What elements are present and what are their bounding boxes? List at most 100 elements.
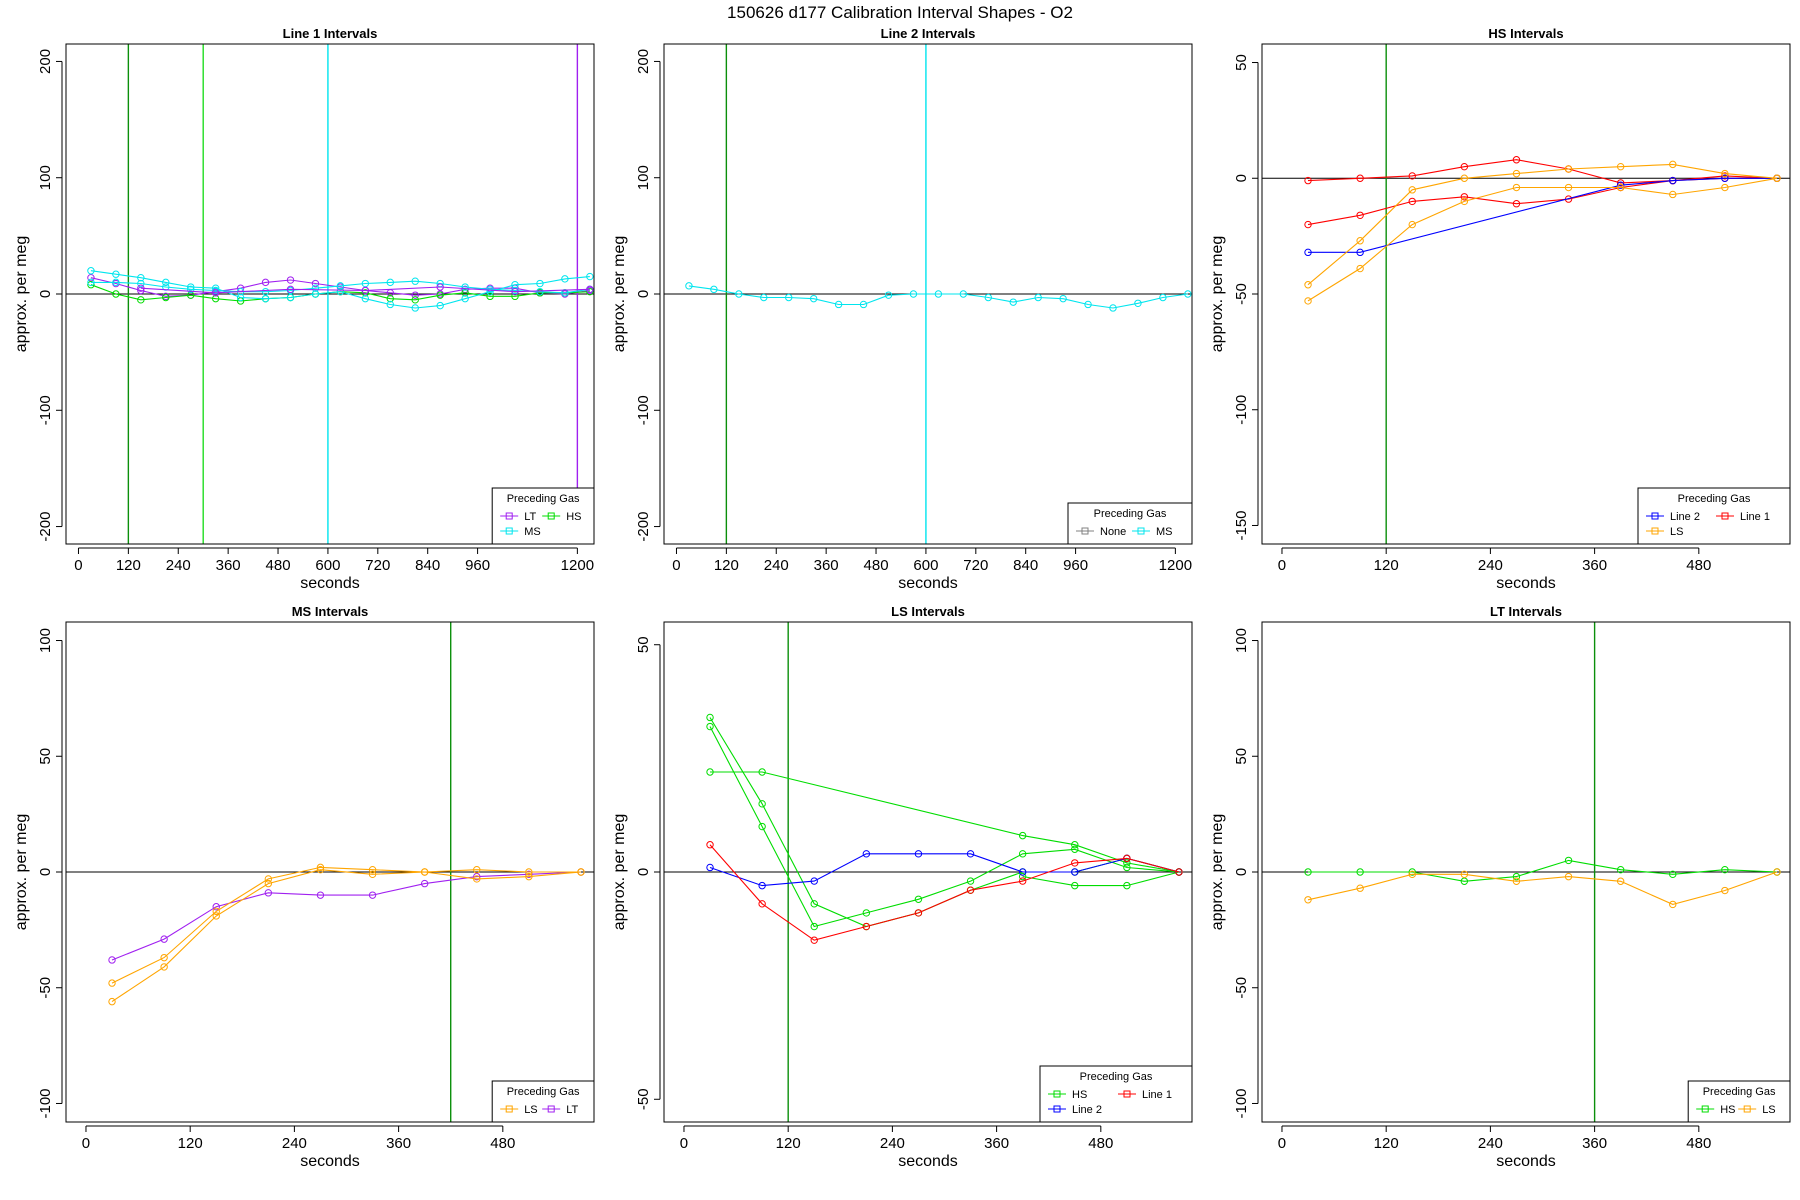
data-point (1564, 872, 1573, 881)
data-point (336, 287, 345, 296)
data-point (473, 872, 481, 881)
x-tick-label: 240 (282, 1135, 307, 1152)
y-tick-label: -100 (1233, 395, 1250, 425)
legend-swatch-marker (547, 1105, 555, 1113)
panel-title: Line 1 Intervals (283, 26, 378, 41)
plot-frame (65, 43, 595, 545)
series-line (111, 866, 581, 984)
data-point (1721, 865, 1729, 874)
data-point (758, 822, 766, 831)
data-point (436, 291, 444, 299)
x-axis-label: seconds (300, 575, 360, 592)
data-point (461, 283, 469, 291)
y-tick-label: 0 (635, 868, 652, 876)
data-point (1408, 172, 1416, 180)
y-axis-label: approx. per meg (13, 814, 30, 931)
data-point (1564, 183, 1573, 192)
y-tick-label: -150 (1233, 510, 1250, 540)
y-axis-label: approx. per meg (611, 814, 628, 931)
y-tick-label: 100 (635, 165, 652, 190)
data-point (436, 301, 444, 310)
data-point (1071, 841, 1079, 849)
data-point (1009, 298, 1017, 306)
data-point (1071, 881, 1079, 890)
data-point (1071, 868, 1079, 876)
data-point (1356, 884, 1364, 892)
y-tick-label: -50 (1233, 977, 1250, 999)
legend-entry: HS (566, 511, 581, 523)
series-lt (108, 868, 585, 964)
x-axis: 0 120 240 360 480 600 720 840 960 1200 seconds (672, 547, 1192, 592)
x-tick-label: 120 (178, 1135, 203, 1152)
data-point (525, 872, 533, 881)
y-tick-label: 50 (1233, 54, 1250, 71)
legend: Preceding Gas HS LS (1687, 1080, 1791, 1123)
y-axis: -100 -50 0 50 100 approx. per meg (13, 628, 63, 1118)
data-point (706, 863, 714, 872)
data-point (461, 294, 469, 303)
y-tick-label: -100 (1233, 1088, 1250, 1118)
data-point (311, 290, 320, 298)
x-tick-label: 240 (1478, 1135, 1503, 1152)
y-tick-label: 200 (635, 49, 652, 74)
data-point (1356, 211, 1364, 219)
data-point (810, 936, 818, 944)
plot-frame (1261, 621, 1791, 1123)
data-point (1071, 859, 1079, 867)
x-tick-label: 0 (680, 1135, 688, 1152)
legend-title: Preceding Gas (1080, 1071, 1153, 1083)
data-point (914, 895, 923, 903)
data-point (336, 282, 345, 290)
x-axis: 0 120 240 360 480 seconds (680, 1125, 1113, 1170)
data-point (1184, 290, 1192, 298)
data-point (1721, 183, 1729, 192)
data-point (87, 267, 95, 275)
data-point (1018, 850, 1027, 858)
series-line (1308, 859, 1778, 882)
data-point (160, 935, 168, 943)
y-axis: -50 0 50 approx. per meg (611, 636, 661, 1110)
data-point (386, 294, 394, 303)
x-tick-label: 1200 (1159, 557, 1192, 574)
series-ls (108, 863, 585, 987)
series-hs (1304, 856, 1781, 885)
legend-swatch-marker (1081, 527, 1089, 535)
data-point (264, 875, 273, 883)
data-point (1304, 176, 1312, 185)
x-tick-label: 960 (465, 557, 490, 574)
data-point (311, 279, 320, 288)
legend-swatch-marker (1651, 527, 1659, 535)
series-ms (87, 267, 594, 312)
data-point (261, 278, 270, 287)
data-point (1123, 859, 1131, 867)
data-point (1071, 845, 1079, 853)
data-point (187, 291, 195, 299)
panel-3: HS Intervals 0 120 240 360 480 seconds -150 -100… (1209, 26, 1791, 592)
data-point (536, 287, 544, 296)
y-tick-label: 100 (1233, 628, 1250, 653)
x-tick-label: 0 (74, 557, 82, 574)
y-axis-label: approx. per meg (611, 236, 628, 353)
legend-swatch-marker (505, 527, 513, 535)
x-tick-label: 720 (963, 557, 988, 574)
legend-entry: Line 1 (1142, 1089, 1172, 1101)
y-tick-label: -200 (635, 512, 652, 542)
data-point (211, 294, 220, 303)
y-axis-label: approx. per meg (1209, 236, 1226, 353)
data-point (710, 285, 718, 294)
plot-frame (663, 43, 1193, 545)
legend-swatch-marker (1137, 527, 1145, 535)
data-point (511, 280, 519, 289)
data-point (411, 304, 419, 312)
x-tick-label: 360 (386, 1135, 411, 1152)
data-point (586, 287, 594, 296)
y-axis: -200 -100 0 100 200 approx. per meg (13, 49, 63, 542)
legend-title: Preceding Gas (1678, 493, 1751, 505)
data-point (959, 290, 968, 298)
data-point (511, 292, 519, 301)
panel-title: MS Intervals (292, 604, 369, 619)
data-point (316, 865, 325, 874)
data-point (486, 285, 494, 294)
legend-entry: MS (1156, 526, 1173, 538)
x-tick-label: 0 (82, 1135, 90, 1152)
